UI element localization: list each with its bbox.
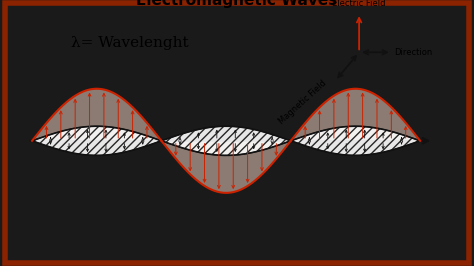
- Text: λ= Wavelenght: λ= Wavelenght: [71, 36, 189, 50]
- Title: Electromagnetic Waves: Electromagnetic Waves: [137, 0, 337, 8]
- Text: Direction: Direction: [394, 48, 432, 57]
- Text: Magnetic Field: Magnetic Field: [277, 78, 328, 126]
- Text: Electric Field: Electric Field: [332, 0, 386, 8]
